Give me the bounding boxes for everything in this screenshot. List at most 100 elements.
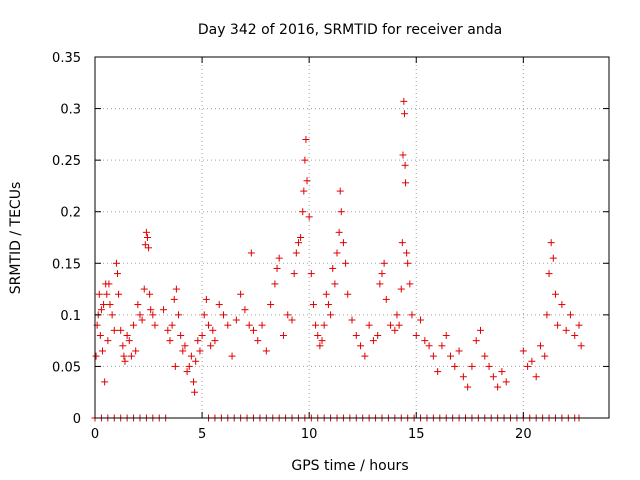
data-point xyxy=(412,331,420,339)
data-point xyxy=(477,326,484,334)
data-point xyxy=(136,311,144,319)
y-tick-label: 0.25 xyxy=(52,154,81,169)
data-point xyxy=(267,301,275,309)
data-point xyxy=(380,259,388,267)
data-point xyxy=(558,301,566,309)
data-point xyxy=(502,378,510,386)
data-point xyxy=(168,321,176,329)
data-point xyxy=(312,321,320,329)
axis-ticks: 0 5 10 15 20 0 0.05 0.1 0.15 0.2 0.25 0.3 0.35 xyxy=(52,51,609,442)
data-point xyxy=(333,249,341,257)
data-point xyxy=(119,342,127,350)
data-point xyxy=(98,347,106,355)
data-point xyxy=(575,321,583,329)
data-point xyxy=(494,383,502,391)
data-point xyxy=(172,285,180,293)
data-point xyxy=(202,295,210,303)
data-point xyxy=(232,316,240,324)
data-point xyxy=(288,316,296,324)
y-tick-label: 0.3 xyxy=(60,103,81,118)
data-point xyxy=(115,290,123,298)
x-axis-label: GPS time / hours xyxy=(291,458,408,474)
data-point xyxy=(551,290,559,298)
data-point xyxy=(297,234,305,241)
data-point xyxy=(329,264,337,272)
data-point xyxy=(120,352,128,360)
data-point xyxy=(183,368,191,376)
data-point xyxy=(528,357,536,365)
y-tick-label: 0.15 xyxy=(52,257,81,272)
data-point xyxy=(369,337,377,345)
data-point xyxy=(566,311,574,319)
data-point xyxy=(327,311,335,319)
data-point xyxy=(455,347,463,355)
data-point xyxy=(205,321,213,329)
data-point xyxy=(273,264,281,272)
data-point xyxy=(97,306,105,314)
data-point xyxy=(241,306,249,314)
x-tick-label: 10 xyxy=(301,427,318,442)
data-point xyxy=(211,337,219,345)
data-point xyxy=(149,311,157,319)
data-point xyxy=(562,326,570,334)
data-point xyxy=(302,136,310,144)
data-point xyxy=(549,254,557,262)
data-point xyxy=(536,342,544,350)
data-point xyxy=(171,362,179,370)
data-point xyxy=(434,368,442,376)
plot-frame xyxy=(94,56,610,419)
data-point xyxy=(104,337,112,345)
chart-title: Day 342 of 2016, SRMTID for receiver and… xyxy=(198,22,502,38)
data-point xyxy=(307,270,315,278)
data-point xyxy=(185,362,193,370)
data-point xyxy=(314,331,322,339)
data-point xyxy=(442,331,450,339)
data-point xyxy=(106,301,114,309)
data-point xyxy=(164,326,172,334)
data-point xyxy=(543,311,551,319)
data-point xyxy=(348,316,356,324)
data-point xyxy=(275,254,283,262)
data-point xyxy=(400,97,408,105)
data-point xyxy=(309,301,317,309)
x-tick-label: 0 xyxy=(91,427,99,442)
data-point xyxy=(191,388,199,396)
data-point xyxy=(342,259,350,267)
data-point xyxy=(401,161,409,169)
data-point xyxy=(485,362,493,370)
data-point xyxy=(417,316,425,324)
data-points xyxy=(91,97,585,422)
data-point xyxy=(284,311,292,319)
data-point xyxy=(316,342,324,350)
data-point xyxy=(247,249,255,257)
data-point xyxy=(245,321,253,329)
data-point xyxy=(459,373,467,381)
data-point xyxy=(110,326,118,334)
data-point xyxy=(209,326,217,334)
data-point xyxy=(400,110,408,118)
data-point xyxy=(324,301,332,309)
data-point xyxy=(468,362,476,370)
y-tick-label: 0 xyxy=(73,412,81,427)
data-point xyxy=(545,270,553,278)
data-point xyxy=(254,337,262,345)
data-point xyxy=(318,337,326,345)
data-point xyxy=(336,187,344,195)
data-point xyxy=(294,239,302,247)
data-point xyxy=(425,342,433,350)
data-point xyxy=(554,321,562,329)
data-point xyxy=(194,337,202,345)
data-point xyxy=(105,280,113,288)
data-point xyxy=(403,249,411,257)
data-point xyxy=(127,352,135,360)
data-point xyxy=(438,342,446,350)
data-point xyxy=(320,321,328,329)
data-point xyxy=(337,208,345,216)
data-point xyxy=(532,373,540,381)
data-point xyxy=(361,352,369,360)
data-point xyxy=(577,342,585,350)
data-point xyxy=(170,295,178,303)
y-tick-label: 0.35 xyxy=(52,51,81,66)
data-point xyxy=(151,321,159,329)
